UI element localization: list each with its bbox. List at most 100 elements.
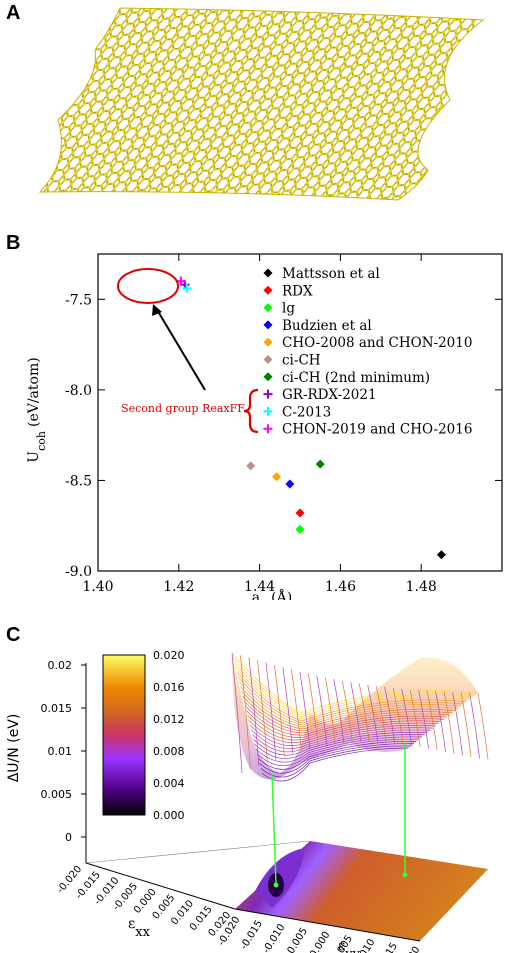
- x-axis-label: a0(Å): [252, 588, 292, 600]
- y-tick-label: 0.015: [376, 941, 401, 953]
- y-axis-epsilon-label: εyy: [338, 938, 361, 953]
- y-tick-label: -0.015: [239, 919, 265, 952]
- mesh-line: [392, 687, 404, 745]
- data-point: [315, 459, 325, 469]
- mesh-line: [250, 727, 434, 749]
- mesh-line: [299, 671, 311, 749]
- z-tick-label: 0: [65, 831, 72, 844]
- mesh-line: [384, 687, 396, 744]
- mesh-line: [265, 662, 277, 760]
- mesh-line: [252, 729, 431, 753]
- y-tick-label: -8.5: [65, 473, 92, 489]
- colorbar-tick-label: 0.000: [153, 809, 185, 822]
- mesh-line: [248, 719, 439, 744]
- mesh-line: [426, 690, 438, 751]
- panel-a-label: A: [6, 2, 21, 24]
- mesh-line: [409, 689, 421, 747]
- mesh-line: [240, 655, 251, 770]
- z-tick-label: 0.02: [48, 659, 73, 672]
- data-point: [263, 337, 273, 347]
- data-point: [246, 461, 256, 471]
- plot-frame: [97, 253, 503, 572]
- mesh-line: [231, 652, 479, 714]
- data-point: [263, 424, 273, 434]
- x-axis-line: [85, 862, 236, 910]
- data-point: [263, 303, 273, 313]
- mesh-line: [460, 692, 472, 757]
- strain-energy-surface: 0.02 0.015 0.01 0.005 0 ΔU/N (eV) 0.020 0.016…: [6, 649, 489, 953]
- x-tick-label: 1.44: [244, 579, 275, 595]
- x-axis-epsilon-label: εxx: [128, 916, 151, 940]
- mesh-line: [341, 680, 353, 742]
- mesh-line: [418, 690, 429, 749]
- mesh-line: [238, 681, 462, 726]
- mesh-line: [235, 667, 470, 720]
- y-axis-line: [234, 908, 421, 942]
- mesh-line: [469, 692, 480, 759]
- y-tick-label: -7.5: [65, 292, 92, 308]
- mesh-line: [260, 745, 411, 778]
- mesh-line: [254, 734, 425, 759]
- mesh-line: [435, 691, 446, 752]
- mesh-line: [358, 683, 370, 742]
- panel-b-label: B: [6, 232, 21, 254]
- mesh-line: [244, 705, 448, 736]
- legend-brace: [243, 388, 259, 434]
- mesh-line: [291, 669, 302, 752]
- back-x-line: [85, 840, 311, 864]
- data-point: [272, 472, 282, 482]
- data-point: [436, 550, 446, 560]
- mesh-line: [333, 679, 345, 743]
- mesh-line: [247, 715, 442, 741]
- mesh-line: [236, 671, 467, 722]
- legend-entry: RDX: [282, 283, 313, 299]
- legend-entry: Mattsson et al: [282, 266, 380, 282]
- mesh-line: [401, 688, 413, 746]
- data-point: [263, 355, 273, 364]
- mesh-line: [375, 686, 387, 743]
- mesh-line: [234, 662, 473, 718]
- z-tick-label: 0.005: [41, 788, 73, 801]
- colorbar-tick-label: 0.012: [153, 713, 185, 726]
- z-tick-label: 0.015: [41, 702, 73, 715]
- mesh-line: [316, 675, 328, 746]
- mesh-line: [248, 657, 260, 767]
- minimum-point-1: [273, 882, 279, 888]
- mesh-line: [256, 738, 420, 767]
- mesh-line: [443, 691, 455, 754]
- data-point: [263, 285, 273, 295]
- data-point: [263, 268, 273, 278]
- colorbar-tick-label: 0.020: [153, 649, 185, 662]
- mesh-line: [274, 665, 285, 757]
- mesh-line: [282, 667, 294, 754]
- legend-entry: CHO-2008 and CHON-2010: [282, 335, 472, 351]
- y-tick-label: 0.020: [398, 945, 423, 953]
- annotation-text: Second group ReaxFF: [121, 402, 245, 415]
- colorbar-tick-label: 0.016: [153, 681, 185, 694]
- legend-entry: Budzien et al: [282, 318, 372, 334]
- data-point: [295, 508, 305, 518]
- x-tick-label: 1.48: [406, 579, 437, 595]
- mesh-line: [350, 682, 362, 742]
- legend-entry: CHON-2019 and CHO-2016: [282, 422, 472, 438]
- mesh-line: [477, 692, 489, 760]
- data-point: [263, 406, 273, 416]
- data-point: [182, 283, 192, 293]
- annotation-arrow: [155, 307, 206, 391]
- x-tick-label: 1.42: [163, 579, 194, 595]
- mesh-line: [452, 691, 463, 756]
- mesh-line: [232, 657, 476, 716]
- mesh-line: [259, 743, 414, 774]
- panel-c-label: C: [6, 624, 21, 646]
- mesh-line: [257, 660, 268, 763]
- mesh-line: [261, 747, 409, 782]
- colorbar-tick-label: 0.008: [153, 745, 185, 758]
- mesh-line: [241, 691, 456, 730]
- data-point: [263, 320, 273, 330]
- data-point: [263, 372, 273, 382]
- legend-entry: lg: [282, 301, 295, 317]
- colorbar: [102, 654, 146, 816]
- y-axis-label: Ucoh(eV/atom): [26, 357, 48, 462]
- mesh-line: [255, 736, 423, 763]
- mesh-line: [240, 686, 459, 728]
